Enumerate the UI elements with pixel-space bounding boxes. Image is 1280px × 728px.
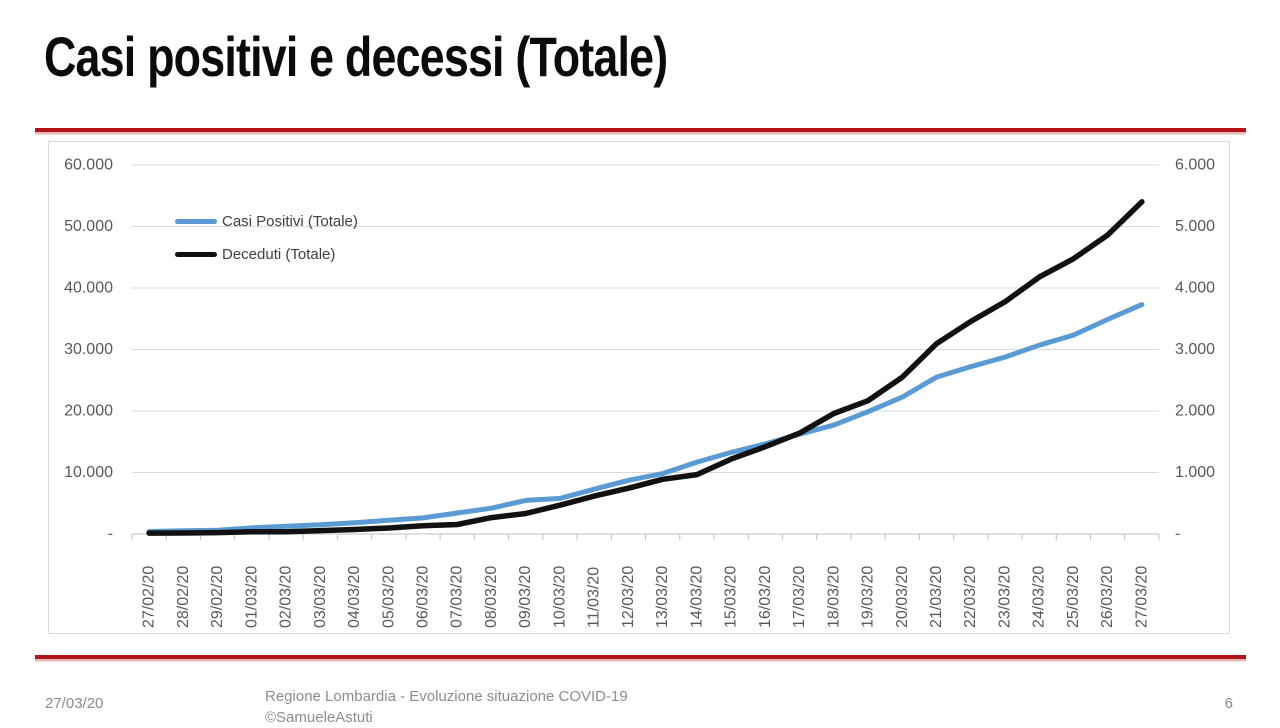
y-axis-label-left: - (108, 526, 113, 543)
legend-label-deceduti: Deceduti (Totale) (222, 246, 336, 263)
y-axis-label-right: 4.000 (1175, 280, 1215, 297)
footer-date: 27/03/20 (45, 695, 104, 712)
x-axis-label: 26/03/20 (1099, 566, 1116, 628)
chart-legend: Casi Positivi (Totale) Deceduti (Totale) (175, 213, 358, 279)
x-axis-label: 06/03/20 (414, 566, 431, 628)
legend-item-deceduti: Deceduti (Totale) (175, 246, 358, 263)
x-axis-label: 20/03/20 (894, 566, 911, 628)
y-axis-label-right: 5.000 (1175, 218, 1215, 235)
page-number: 6 (1224, 695, 1233, 712)
x-axis-label: 14/03/20 (688, 566, 705, 628)
bottom-divider (35, 655, 1246, 659)
x-axis-label: 08/03/20 (483, 566, 500, 628)
x-axis-label: 17/03/20 (791, 566, 808, 628)
x-axis-label: 02/03/20 (278, 566, 295, 628)
y-axis-label-left: 40.000 (64, 280, 113, 297)
x-axis-label: 13/03/20 (654, 566, 671, 628)
y-axis-label-left: 50.000 (64, 218, 113, 235)
y-axis-label-right: 1.000 (1175, 464, 1215, 481)
x-axis-label: 16/03/20 (757, 566, 774, 628)
x-axis-label: 25/03/20 (1065, 566, 1082, 628)
footer-caption-line1: Regione Lombardia - Evoluzione situazion… (265, 688, 628, 705)
y-axis-label-left: 60.000 (64, 157, 113, 174)
x-axis-label: 19/03/20 (860, 566, 877, 628)
x-axis-label: 01/03/20 (243, 566, 260, 628)
x-axis-label: 29/02/20 (209, 566, 226, 628)
footer-caption-line2: ©SamueleAstuti (265, 709, 373, 726)
x-axis-label: 27/03/20 (1133, 566, 1150, 628)
legend-line-swatch-blue (175, 219, 217, 224)
x-axis-label: 27/02/20 (141, 566, 158, 628)
y-axis-label-left: 30.000 (64, 341, 113, 358)
footer-caption: Regione Lombardia - Evoluzione situazion… (265, 686, 628, 728)
series-line-deceduti (146, 199, 1145, 536)
x-axis-label: 18/03/20 (825, 566, 842, 628)
y-axis-label-right: 6.000 (1175, 157, 1215, 174)
x-axis-label: 21/03/20 (928, 566, 945, 628)
y-axis-label-right: 3.000 (1175, 341, 1215, 358)
legend-label-casi-positivi: Casi Positivi (Totale) (222, 213, 358, 230)
y-axis-label-left: 10.000 (64, 464, 113, 481)
x-axis-label: 04/03/20 (346, 566, 363, 628)
x-axis-label: 10/03/20 (551, 566, 568, 628)
x-axis-label: 15/03/20 (723, 566, 740, 628)
legend-line-swatch-black (175, 252, 217, 257)
x-axis-label: 03/03/20 (312, 566, 329, 628)
x-axis-label: 09/03/20 (517, 566, 534, 628)
y-axis-label-right: - (1175, 526, 1180, 543)
x-axis-label: 28/02/20 (175, 566, 192, 628)
line-chart: - - 10.000 1.000 20.000 2.000 30.000 3.000 40.00… (64, 157, 1215, 629)
legend-item-casi-positivi: Casi Positivi (Totale) (175, 213, 358, 230)
x-axis-label: 12/03/20 (620, 566, 637, 628)
x-axis-label: 05/03/20 (380, 566, 397, 628)
series-line-casi-positivi (146, 302, 1145, 534)
y-axis-label-right: 2.000 (1175, 403, 1215, 420)
chart-container: - - 10.000 1.000 20.000 2.000 30.000 3.000 40.00… (48, 141, 1230, 634)
page-title: Casi positivi e decessi (Totale) (44, 25, 668, 88)
top-divider (35, 128, 1246, 132)
x-axis-label: 07/03/20 (449, 566, 466, 628)
x-axis-label: 23/03/20 (996, 566, 1013, 628)
x-axis-label: 11/03/20 (586, 567, 603, 628)
y-axis-label-left: 20.000 (64, 403, 113, 420)
x-axis-label: 24/03/20 (1031, 566, 1048, 628)
x-axis-label: 22/03/20 (962, 566, 979, 628)
